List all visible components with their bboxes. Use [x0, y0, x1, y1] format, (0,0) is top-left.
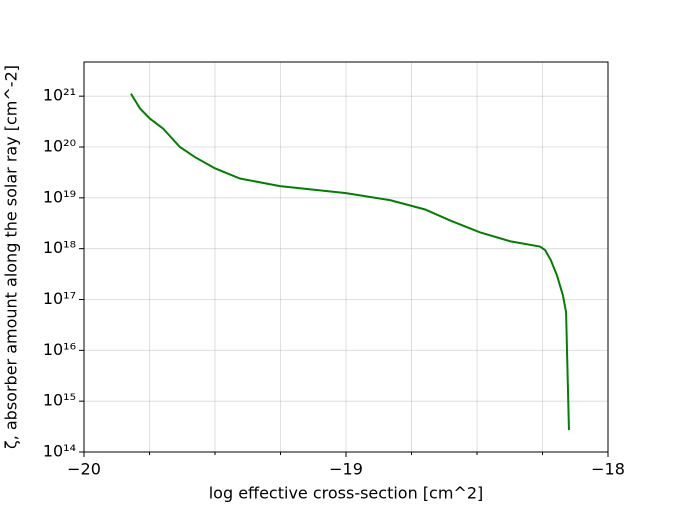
x-tick-label: −20 [67, 460, 101, 479]
y-tick-label: 10¹⁷ [43, 289, 76, 308]
x-axis-label: log effective cross-section [cm^2] [209, 484, 484, 503]
y-tick-label: 10¹⁹ [43, 187, 76, 206]
plot-frame [83, 61, 609, 453]
data-line [130, 93, 570, 431]
y-tick-label: 10¹⁴ [43, 442, 76, 461]
y-tick-label: 10¹⁸ [43, 238, 76, 257]
y-tick-label: 10¹⁶ [43, 340, 76, 359]
y-tick-label: 10¹⁵ [43, 391, 76, 410]
y-axis-label: ζ, absorber amount along the solar ray [… [2, 65, 21, 449]
y-tick-label: 10²¹ [43, 86, 76, 105]
x-tick-label: −18 [591, 460, 625, 479]
x-tick-label: −19 [329, 460, 363, 479]
y-tick-label: 10²⁰ [43, 136, 76, 155]
